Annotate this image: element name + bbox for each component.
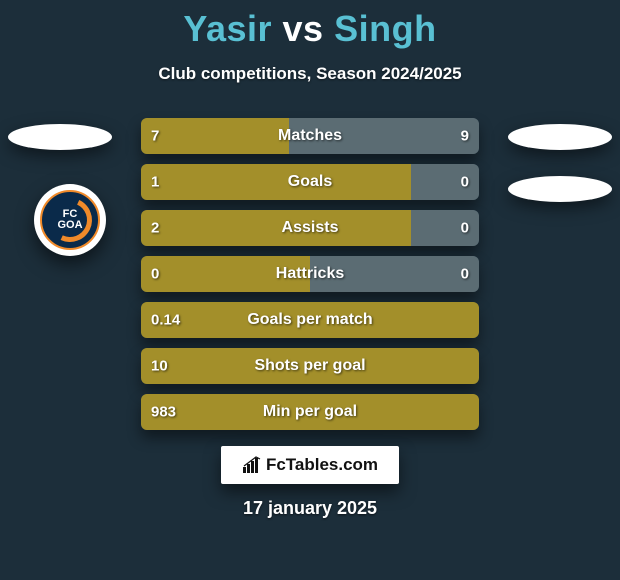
stat-row: Goals per match 0.14 [141, 302, 479, 338]
stat-row: Assists 2 0 [141, 210, 479, 246]
stat-label: Hattricks [276, 265, 344, 283]
stat-value-left: 1 [151, 174, 159, 191]
brand-logo: FcTables.com [221, 446, 399, 484]
subtitle: Club competitions, Season 2024/2025 [0, 64, 620, 84]
vs-label: vs [283, 8, 324, 49]
stat-label: Goals [288, 173, 332, 191]
stat-label: Goals per match [247, 311, 372, 329]
avatar-placeholder-left [8, 124, 112, 150]
player1-name: Yasir [183, 8, 272, 49]
stat-row: Hattricks 0 0 [141, 256, 479, 292]
date-label: 17 january 2025 [243, 498, 377, 519]
brand-text: FcTables.com [266, 455, 378, 475]
stat-value-left: 2 [151, 220, 159, 237]
stat-value-right: 9 [461, 128, 469, 145]
club-logo: FC GOA [34, 184, 106, 256]
stat-label: Matches [278, 127, 342, 145]
avatar-placeholder-right-1 [508, 124, 612, 150]
stats-bars: Matches79Goals10Assists20Hattricks00Goal… [141, 118, 479, 440]
stat-row: Shots per goal 10 [141, 348, 479, 384]
stat-label: Assists [282, 219, 339, 237]
chart-icon [242, 456, 262, 474]
stat-value-left: 0.14 [151, 312, 180, 329]
stat-label: Shots per goal [254, 357, 365, 375]
stat-value-right: 0 [461, 266, 469, 283]
stat-label: Min per goal [263, 403, 357, 421]
stat-row: Goals 1 0 [141, 164, 479, 200]
avatar-placeholder-right-2 [508, 176, 612, 202]
stat-value-right: 0 [461, 220, 469, 237]
stat-value-left: 10 [151, 358, 168, 375]
page-title: Yasir vs Singh [0, 0, 620, 50]
stat-value-left: 983 [151, 404, 176, 421]
stat-row: Matches 7 9 [141, 118, 479, 154]
stat-value-right: 0 [461, 174, 469, 191]
stat-value-left: 0 [151, 266, 159, 283]
stat-row: Min per goal 983 [141, 394, 479, 430]
player2-name: Singh [334, 8, 436, 49]
stat-value-left: 7 [151, 128, 159, 145]
